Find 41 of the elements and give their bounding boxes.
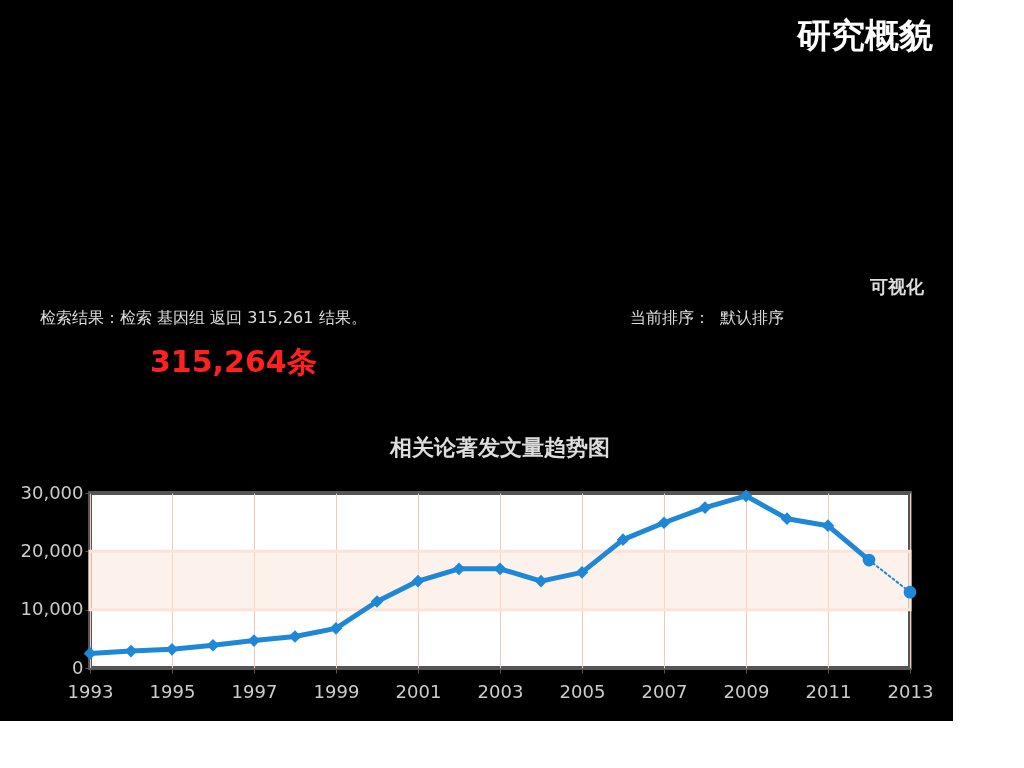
x-tick-label: 2003 — [477, 680, 524, 702]
point — [739, 489, 753, 503]
x-tick-label: 1993 — [67, 680, 114, 702]
y-tick-label: 0 — [72, 656, 84, 678]
point — [452, 562, 466, 576]
text: 可视化 — [869, 276, 925, 297]
x-tick-label: 2007 — [641, 680, 688, 702]
point — [780, 512, 794, 525]
point — [903, 585, 917, 599]
text: 默认排序 — [719, 308, 784, 327]
text: 检索结果：检索 基因组 返回 315,261 结果。 — [40, 308, 367, 327]
x-tick-label: 2001 — [395, 680, 442, 702]
point — [83, 647, 97, 660]
point — [370, 595, 384, 608]
point — [616, 533, 630, 546]
x-tick-label: 1995 — [149, 680, 196, 702]
point — [575, 566, 589, 579]
x-tick-label: 2009 — [723, 680, 770, 702]
chart-subtitle: 相关论著发文量趋势图 — [389, 435, 610, 460]
x-tick-label: 2011 — [805, 680, 852, 702]
text: 当前排序： — [630, 308, 710, 327]
point — [329, 622, 343, 635]
point — [821, 519, 835, 532]
point — [493, 562, 507, 576]
point — [288, 630, 302, 643]
point — [206, 638, 220, 652]
y-tick-label: 20,000 — [20, 539, 84, 561]
x-tick-label: 1997 — [231, 680, 278, 702]
y-tick-label: 30,000 — [20, 481, 84, 503]
text: 315,264条 — [150, 344, 317, 379]
point — [657, 516, 671, 530]
point — [534, 574, 548, 588]
chart-title: 研究概貌 — [795, 15, 933, 55]
y-tick-label: 10,000 — [20, 598, 84, 620]
x-tick-label: 2005 — [559, 680, 606, 702]
x-tick-label: 1999 — [313, 680, 360, 702]
point — [247, 634, 261, 647]
point — [124, 644, 138, 658]
point — [698, 501, 712, 514]
x-tick-label: 2013 — [887, 680, 934, 702]
point — [411, 574, 425, 588]
